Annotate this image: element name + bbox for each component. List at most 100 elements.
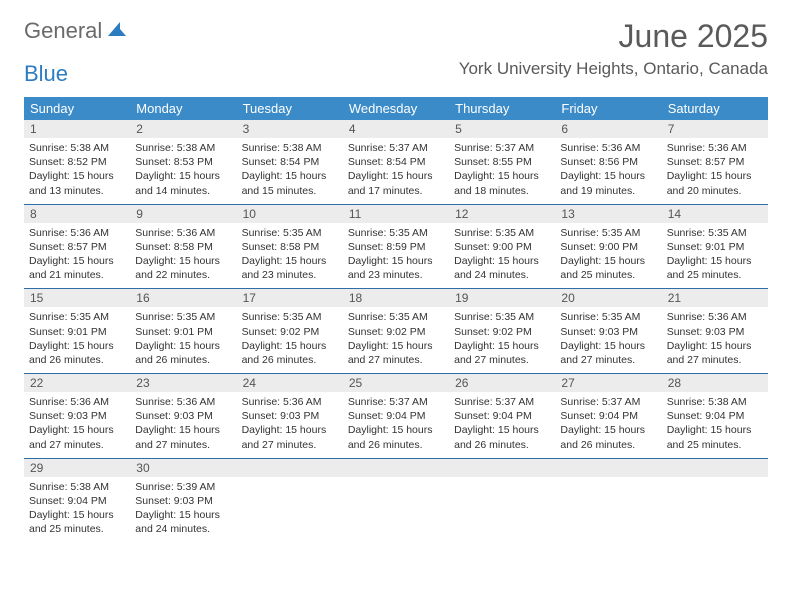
title-block: June 2025 York University Heights, Ontar… — [459, 18, 768, 79]
sunset-line: Sunset: 9:02 PM — [348, 325, 444, 339]
sunrise-line: Sunrise: 5:38 AM — [135, 141, 231, 155]
daylight-line: Daylight: 15 hours and 24 minutes. — [454, 254, 550, 282]
daylight-line: Daylight: 15 hours and 14 minutes. — [135, 169, 231, 197]
daylight-line: Daylight: 15 hours and 25 minutes. — [667, 254, 763, 282]
sunset-line: Sunset: 8:58 PM — [135, 240, 231, 254]
day-number: 4 — [343, 120, 449, 138]
day-cell: 30Sunrise: 5:39 AMSunset: 9:03 PMDayligh… — [130, 459, 236, 543]
sunset-line: Sunset: 9:04 PM — [29, 494, 125, 508]
day-number: 1 — [24, 120, 130, 138]
week-row: 8Sunrise: 5:36 AMSunset: 8:57 PMDaylight… — [24, 205, 768, 290]
sunrise-line: Sunrise: 5:35 AM — [454, 226, 550, 240]
dow-wednesday: Wednesday — [343, 97, 449, 120]
day-body: Sunrise: 5:36 AMSunset: 8:56 PMDaylight:… — [555, 138, 661, 204]
sunrise-line: Sunrise: 5:35 AM — [667, 226, 763, 240]
day-cell: 19Sunrise: 5:35 AMSunset: 9:02 PMDayligh… — [449, 289, 555, 373]
day-number: 9 — [130, 205, 236, 223]
day-number: 7 — [662, 120, 768, 138]
day-number-empty — [449, 459, 555, 477]
sunset-line: Sunset: 9:03 PM — [29, 409, 125, 423]
day-cell: 28Sunrise: 5:38 AMSunset: 9:04 PMDayligh… — [662, 374, 768, 458]
dow-saturday: Saturday — [662, 97, 768, 120]
sunset-line: Sunset: 9:01 PM — [29, 325, 125, 339]
day-cell: 13Sunrise: 5:35 AMSunset: 9:00 PMDayligh… — [555, 205, 661, 289]
sunrise-line: Sunrise: 5:37 AM — [348, 395, 444, 409]
sunset-line: Sunset: 8:57 PM — [667, 155, 763, 169]
day-cell: 22Sunrise: 5:36 AMSunset: 9:03 PMDayligh… — [24, 374, 130, 458]
day-cell: 9Sunrise: 5:36 AMSunset: 8:58 PMDaylight… — [130, 205, 236, 289]
daylight-line: Daylight: 15 hours and 26 minutes. — [29, 339, 125, 367]
day-number: 23 — [130, 374, 236, 392]
daylight-line: Daylight: 15 hours and 26 minutes. — [242, 339, 338, 367]
dow-tuesday: Tuesday — [237, 97, 343, 120]
day-number: 16 — [130, 289, 236, 307]
day-cell: 20Sunrise: 5:35 AMSunset: 9:03 PMDayligh… — [555, 289, 661, 373]
dow-friday: Friday — [555, 97, 661, 120]
day-body: Sunrise: 5:36 AMSunset: 8:58 PMDaylight:… — [130, 223, 236, 289]
day-number: 30 — [130, 459, 236, 477]
daylight-line: Daylight: 15 hours and 17 minutes. — [348, 169, 444, 197]
day-number: 17 — [237, 289, 343, 307]
day-cell: 1Sunrise: 5:38 AMSunset: 8:52 PMDaylight… — [24, 120, 130, 204]
sunrise-line: Sunrise: 5:37 AM — [454, 141, 550, 155]
sunrise-line: Sunrise: 5:38 AM — [29, 141, 125, 155]
daylight-line: Daylight: 15 hours and 27 minutes. — [242, 423, 338, 451]
sunrise-line: Sunrise: 5:35 AM — [560, 310, 656, 324]
day-number: 19 — [449, 289, 555, 307]
daylight-line: Daylight: 15 hours and 27 minutes. — [135, 423, 231, 451]
day-number: 15 — [24, 289, 130, 307]
day-cell: 27Sunrise: 5:37 AMSunset: 9:04 PMDayligh… — [555, 374, 661, 458]
logo-text-general: General — [24, 18, 102, 44]
sunset-line: Sunset: 8:58 PM — [242, 240, 338, 254]
day-body: Sunrise: 5:37 AMSunset: 8:55 PMDaylight:… — [449, 138, 555, 204]
daylight-line: Daylight: 15 hours and 27 minutes. — [667, 339, 763, 367]
day-number-empty — [343, 459, 449, 477]
calendar: Sunday Monday Tuesday Wednesday Thursday… — [24, 97, 768, 542]
day-body-empty — [449, 477, 555, 533]
day-body: Sunrise: 5:39 AMSunset: 9:03 PMDaylight:… — [130, 477, 236, 543]
daylight-line: Daylight: 15 hours and 19 minutes. — [560, 169, 656, 197]
week-row: 29Sunrise: 5:38 AMSunset: 9:04 PMDayligh… — [24, 459, 768, 543]
day-cell — [449, 459, 555, 543]
sunset-line: Sunset: 8:54 PM — [348, 155, 444, 169]
sunrise-line: Sunrise: 5:36 AM — [667, 310, 763, 324]
day-number: 28 — [662, 374, 768, 392]
sunrise-line: Sunrise: 5:36 AM — [667, 141, 763, 155]
sunset-line: Sunset: 9:01 PM — [667, 240, 763, 254]
day-body: Sunrise: 5:36 AMSunset: 9:03 PMDaylight:… — [237, 392, 343, 458]
day-cell — [237, 459, 343, 543]
day-body: Sunrise: 5:35 AMSunset: 9:01 PMDaylight:… — [24, 307, 130, 373]
sunrise-line: Sunrise: 5:38 AM — [667, 395, 763, 409]
dow-monday: Monday — [130, 97, 236, 120]
day-body-empty — [662, 477, 768, 533]
day-number: 12 — [449, 205, 555, 223]
daylight-line: Daylight: 15 hours and 24 minutes. — [135, 508, 231, 536]
sunrise-line: Sunrise: 5:36 AM — [135, 226, 231, 240]
daylight-line: Daylight: 15 hours and 27 minutes. — [348, 339, 444, 367]
daylight-line: Daylight: 15 hours and 26 minutes. — [135, 339, 231, 367]
day-body: Sunrise: 5:38 AMSunset: 9:04 PMDaylight:… — [24, 477, 130, 543]
day-number: 10 — [237, 205, 343, 223]
day-number: 26 — [449, 374, 555, 392]
day-number: 24 — [237, 374, 343, 392]
day-number-empty — [237, 459, 343, 477]
daylight-line: Daylight: 15 hours and 26 minutes. — [454, 423, 550, 451]
daylight-line: Daylight: 15 hours and 27 minutes. — [29, 423, 125, 451]
sunset-line: Sunset: 9:00 PM — [560, 240, 656, 254]
sunrise-line: Sunrise: 5:35 AM — [242, 226, 338, 240]
day-number: 22 — [24, 374, 130, 392]
day-cell: 12Sunrise: 5:35 AMSunset: 9:00 PMDayligh… — [449, 205, 555, 289]
day-body: Sunrise: 5:35 AMSunset: 8:59 PMDaylight:… — [343, 223, 449, 289]
sunrise-line: Sunrise: 5:38 AM — [29, 480, 125, 494]
sunrise-line: Sunrise: 5:36 AM — [29, 226, 125, 240]
sunset-line: Sunset: 8:53 PM — [135, 155, 231, 169]
day-body: Sunrise: 5:35 AMSunset: 9:03 PMDaylight:… — [555, 307, 661, 373]
day-body: Sunrise: 5:38 AMSunset: 8:52 PMDaylight:… — [24, 138, 130, 204]
day-body: Sunrise: 5:35 AMSunset: 9:01 PMDaylight:… — [130, 307, 236, 373]
day-body: Sunrise: 5:38 AMSunset: 8:53 PMDaylight:… — [130, 138, 236, 204]
day-body-empty — [237, 477, 343, 533]
day-body: Sunrise: 5:36 AMSunset: 9:03 PMDaylight:… — [662, 307, 768, 373]
day-body-empty — [555, 477, 661, 533]
dow-thursday: Thursday — [449, 97, 555, 120]
logo: General — [24, 18, 130, 44]
